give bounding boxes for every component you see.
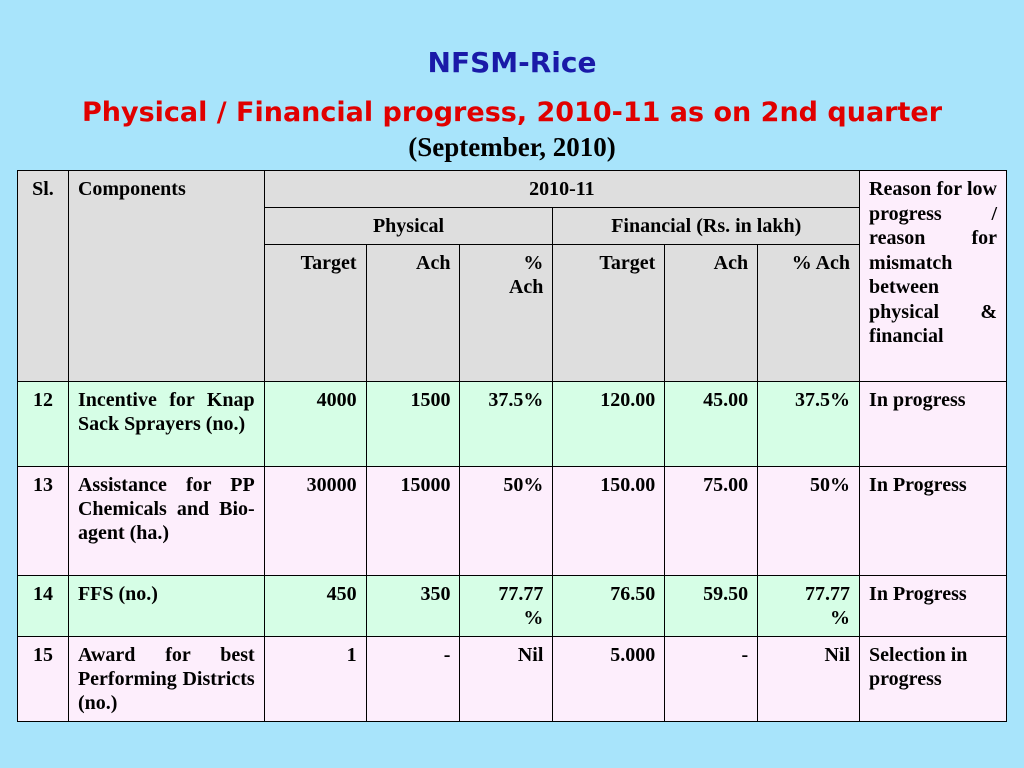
cell-sl: 13 (17, 466, 69, 576)
header-fin-pct-ach: % Ach (757, 244, 861, 382)
header-phys-ach: Ach (365, 244, 461, 382)
cell-phys-ach: 350 (365, 575, 461, 637)
cell-component: Assistance for PP Chemicals and Bio- age… (67, 466, 265, 576)
cell-component: Award for best Performing Districts (no.… (67, 636, 265, 722)
cell-phys-target: 30000 (263, 466, 367, 576)
header-row-3: Target Ach % Ach Target Ach % Ach (18, 244, 1007, 382)
header-phys-target: Target (263, 244, 367, 382)
table-row: 14 FFS (no.) 450 350 77.77 % 76.50 59.50… (17, 575, 1007, 637)
cell-component: Incentive for Knap Sack Sprayers (no.) (67, 381, 265, 467)
cell-reason: In progress (859, 381, 1007, 467)
header-fin-target: Target (552, 244, 666, 382)
cell-reason: Selection in progress (859, 636, 1007, 722)
cell-component: FFS (no.) (67, 575, 265, 637)
cell-phys-pct: 50% (459, 466, 554, 576)
cell-phys-pct: Nil (459, 636, 554, 722)
page-subtitle: Physical / Financial progress, 2010-11 a… (40, 96, 984, 165)
cell-reason: In Progress (859, 466, 1007, 576)
header-reason: Reason for low progress / reason for mis… (859, 170, 1007, 382)
cell-phys-pct: 77.77 % (459, 575, 554, 637)
cell-sl: 12 (17, 381, 69, 467)
cell-sl: 15 (17, 636, 69, 722)
subtitle-date: (September, 2010) (408, 132, 616, 162)
cell-fin-pct: 77.77 % (757, 575, 861, 637)
cell-phys-target: 1 (263, 636, 367, 722)
header-components: Components (67, 170, 265, 382)
header-financial: Financial (Rs. in lakh) (552, 207, 861, 245)
cell-phys-ach: 15000 (365, 466, 461, 576)
header-row-2: Physical Financial (Rs. in lakh) (18, 207, 1007, 245)
cell-fin-target: 120.00 (552, 381, 666, 467)
header-phys-pct-ach: % Ach (459, 244, 554, 382)
subtitle-main: Physical / Financial progress, 2010-11 a… (81, 97, 943, 128)
table-row: 13 Assistance for PP Chemicals and Bio- … (17, 466, 1007, 576)
cell-sl: 14 (17, 575, 69, 637)
cell-fin-ach: 75.00 (664, 466, 759, 576)
header-fin-ach: Ach (664, 244, 759, 382)
page-title: NFSM-Rice (427, 46, 597, 79)
cell-reason: In Progress (859, 575, 1007, 637)
header-year: 2010-11 (263, 170, 861, 208)
cell-phys-ach: - (365, 636, 461, 722)
cell-fin-ach: - (664, 636, 759, 722)
cell-fin-ach: 45.00 (664, 381, 759, 467)
table-row: 15 Award for best Performing Districts (… (17, 636, 1007, 722)
cell-phys-target: 4000 (263, 381, 367, 467)
cell-phys-target: 450 (263, 575, 367, 637)
table-row: 12 Incentive for Knap Sack Sprayers (no.… (17, 381, 1007, 467)
header-row-1: Sl. Components 2010-11 Reason for low pr… (17, 170, 1007, 382)
progress-table: Sl. Components 2010-11 Reason for low pr… (17, 170, 1007, 722)
header-physical: Physical (263, 207, 554, 245)
cell-fin-pct: 50% (757, 466, 861, 576)
cell-phys-pct: 37.5% (459, 381, 554, 467)
cell-fin-pct: 37.5% (757, 381, 861, 467)
cell-fin-ach: 59.50 (664, 575, 759, 637)
cell-fin-target: 76.50 (552, 575, 666, 637)
cell-fin-target: 5.000 (552, 636, 666, 722)
header-sl: Sl. (17, 170, 69, 382)
cell-fin-pct: Nil (757, 636, 861, 722)
cell-fin-target: 150.00 (552, 466, 666, 576)
cell-phys-ach: 1500 (365, 381, 461, 467)
